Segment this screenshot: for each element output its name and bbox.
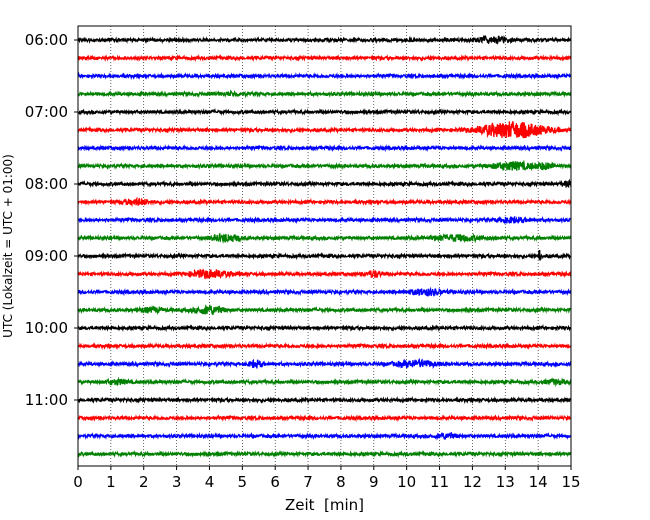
y-axis-ticks: 06:00 07:00 08:00 09:00 10:00 11:00 [25, 31, 78, 409]
seismic-trace [77, 449, 572, 459]
y-tick-label: 10:00 [25, 319, 68, 337]
vertical-grid [110, 26, 539, 466]
seismic-trace [77, 89, 572, 99]
seismic-trace [77, 71, 572, 81]
seismic-trace [77, 376, 572, 388]
x-tick-label: 1 [106, 473, 116, 491]
x-axis-ticks: 0 1 2 3 4 5 6 7 8 9 10 11 12 13 14 15 [73, 466, 581, 491]
seismic-trace [77, 303, 572, 316]
x-tick-label: 6 [270, 473, 280, 491]
x-tick-label: 0 [73, 473, 83, 491]
y-tick-label: 09:00 [25, 247, 68, 265]
seismic-trace [77, 196, 572, 208]
seismic-trace [77, 107, 572, 117]
x-tick-label: 3 [172, 473, 182, 491]
x-tick-label: 14 [529, 473, 548, 491]
x-tick-label: 12 [463, 473, 482, 491]
seismic-trace [77, 286, 572, 297]
seismic-trace [77, 431, 572, 441]
y-tick-label: 07:00 [25, 103, 68, 121]
x-tick-label: 13 [496, 473, 515, 491]
x-tick-label: 8 [336, 473, 346, 491]
x-tick-label: 11 [430, 473, 449, 491]
x-tick-label: 4 [205, 473, 215, 491]
y-tick-label: 06:00 [25, 31, 68, 49]
seismic-trace [77, 249, 572, 261]
seismic-trace [77, 323, 572, 333]
x-axis-label: Zeit [min] [285, 496, 364, 514]
y-axis-label: UTC (Lokalzeit = UTC + 01:00) [1, 154, 15, 338]
seismic-trace [77, 178, 572, 189]
seismic-trace [77, 414, 572, 423]
seismic-trace [77, 357, 572, 370]
seismic-trace [77, 144, 572, 153]
x-tick-label: 10 [397, 473, 416, 491]
x-tick-label: 15 [561, 473, 580, 491]
y-tick-label: 11:00 [25, 391, 68, 409]
plot-frame [77, 25, 572, 467]
x-tick-label: 9 [369, 473, 379, 491]
trace-group [77, 34, 572, 459]
x-tick-label: 7 [303, 473, 313, 491]
y-tick-label: 08:00 [25, 175, 68, 193]
x-tick-label: 2 [139, 473, 149, 491]
seismic-trace [77, 342, 572, 351]
seismic-trace [77, 34, 572, 45]
seismic-trace [77, 268, 572, 280]
x-tick-label: 5 [238, 473, 248, 491]
seismic-trace [77, 232, 572, 244]
seismic-trace [77, 121, 572, 139]
seismic-trace [77, 159, 572, 172]
seismic-trace [77, 215, 572, 225]
seismic-trace [77, 54, 572, 63]
seismic-trace [77, 395, 572, 405]
